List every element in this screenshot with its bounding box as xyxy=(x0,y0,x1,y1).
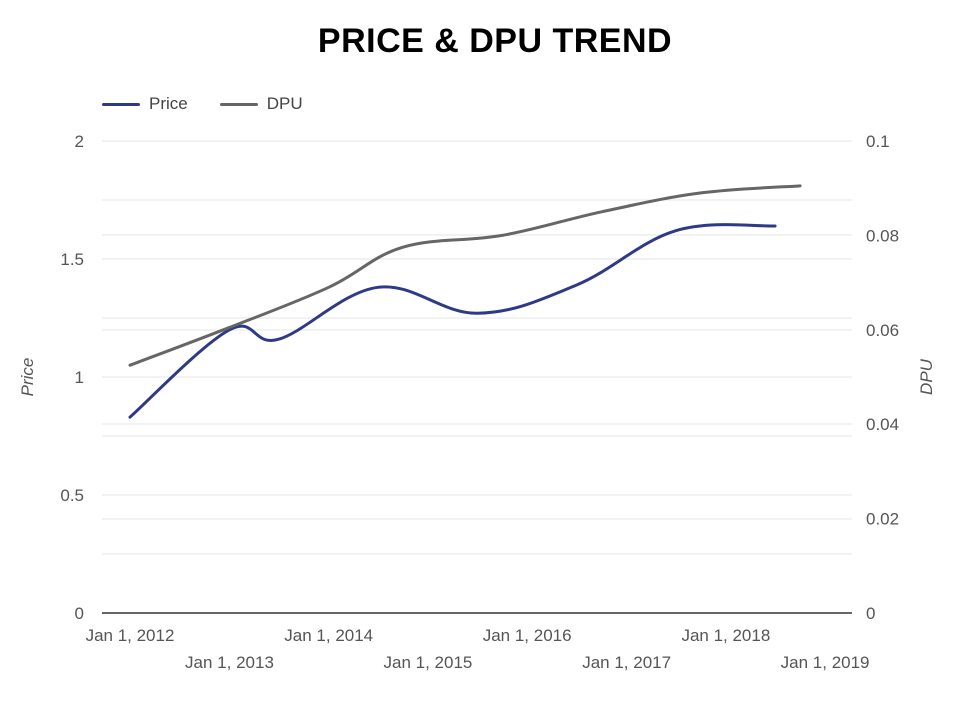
x-tick-label: Jan 1, 2012 xyxy=(86,626,175,645)
chart-title: PRICE & DPU TREND xyxy=(317,22,673,60)
x-tick-label: Jan 1, 2019 xyxy=(781,653,870,672)
y-left-tick-label: 1.5 xyxy=(60,250,84,269)
legend-swatch-dpu xyxy=(219,102,258,106)
x-tick-label: Jan 1, 2014 xyxy=(284,626,373,645)
legend-label-dpu: DPU xyxy=(266,94,303,113)
x-tick-label: Jan 1, 2017 xyxy=(582,653,671,672)
y-right-tick-label: 0.08 xyxy=(866,226,899,245)
series-line-price[interactable] xyxy=(128,223,777,419)
y-right-tick-label: 0 xyxy=(866,604,875,623)
legend-swatch-price xyxy=(102,102,140,106)
y-left-tick-label: 0 xyxy=(75,604,84,623)
x-tick-label: Jan 1, 2015 xyxy=(384,653,473,672)
series-line-dpu[interactable] xyxy=(128,184,802,367)
legend-item-dpu[interactable]: DPU xyxy=(219,94,303,114)
x-tick-label: Jan 1, 2016 xyxy=(483,626,572,645)
y-right-tick-label: 0.02 xyxy=(866,510,899,529)
y-left-tick-label: 2 xyxy=(75,132,84,151)
legend: Price DPU xyxy=(102,94,335,114)
legend-item-price[interactable]: Price xyxy=(102,94,188,114)
gridlines xyxy=(102,140,852,614)
y-left-tick-label: 1 xyxy=(75,368,84,387)
y-left-tick-label: 0.5 xyxy=(60,486,84,505)
x-tick-label: Jan 1, 2018 xyxy=(681,626,770,645)
y-right-tick-label: 0.1 xyxy=(866,132,890,151)
series-lines xyxy=(128,184,802,419)
legend-label-price: Price xyxy=(149,94,188,113)
x-tick-label: Jan 1, 2013 xyxy=(185,653,274,672)
y-right-tick-label: 0.04 xyxy=(866,415,899,434)
y-right-axis-title: DPU xyxy=(917,358,936,395)
y-right-tick-label: 0.06 xyxy=(866,321,899,340)
tick-labels: 0 0.5 1 1.5 2 0 0.02 0.04 0.06 0.08 0.1 Jan 1, 2012… xyxy=(60,132,899,672)
y-left-axis-title: Price xyxy=(18,358,37,397)
